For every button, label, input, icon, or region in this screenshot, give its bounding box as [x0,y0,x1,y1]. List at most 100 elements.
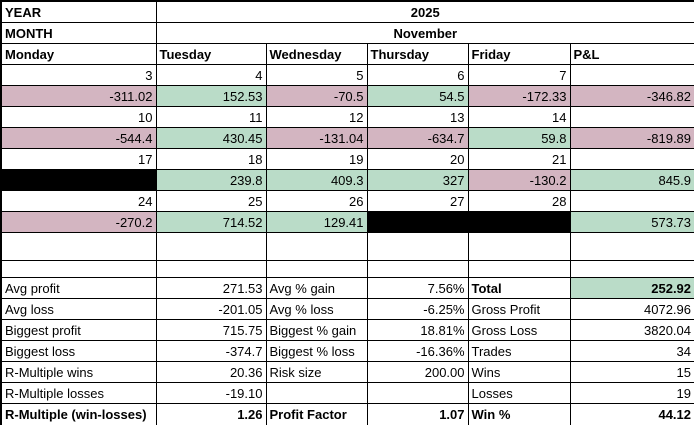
stat-value-cell[interactable]: 3820.04 [569,319,694,341]
stat-label-cell-total[interactable]: Total [467,277,571,299]
stat-value-cell[interactable]: -201.05 [155,298,267,320]
stat-label-cell[interactable]: Biggest % loss [265,340,368,362]
date-cell[interactable]: 10 [0,106,157,128]
stat-label-cell[interactable]: Wins [467,361,571,383]
daily-pnl-cell[interactable]: 129.41 [265,211,368,233]
daily-pnl-cell[interactable]: 239.8 [155,169,267,191]
stat-label-cell[interactable]: Biggest % gain [265,319,368,341]
empty-cell[interactable] [366,260,469,278]
empty-cell[interactable] [569,190,694,212]
stat-value-cell[interactable]: -16.36% [366,340,469,362]
stat-value-cell[interactable]: -19.10 [155,382,267,404]
day-header-friday[interactable]: Friday [467,43,571,65]
date-cell[interactable]: 13 [366,106,469,128]
stat-label-cell[interactable]: Gross Profit [467,298,571,320]
date-cell[interactable]: 7 [467,64,571,86]
stat-label-cell[interactable]: Win % [467,403,571,425]
empty-cell[interactable] [0,232,157,261]
day-header-pnl[interactable]: P&L [569,43,694,65]
empty-cell[interactable] [467,260,571,278]
daily-pnl-cell[interactable]: 714.52 [155,211,267,233]
blocked-cell[interactable] [0,169,157,191]
date-cell[interactable]: 27 [366,190,469,212]
stat-value-cell[interactable]: 4072.96 [569,298,694,320]
empty-cell[interactable] [265,232,368,261]
stat-value-cell[interactable]: 19 [569,382,694,404]
daily-pnl-cell[interactable]: -270.2 [0,211,157,233]
weekly-pnl-cell[interactable]: -346.82 [569,85,694,107]
daily-pnl-cell[interactable]: 54.5 [366,85,469,107]
stat-value-cell[interactable]: 20.36 [155,361,267,383]
date-cell[interactable]: 3 [0,64,157,86]
daily-pnl-cell[interactable]: -131.04 [265,127,368,149]
empty-cell[interactable] [569,148,694,170]
date-cell[interactable]: 25 [155,190,267,212]
daily-pnl-cell[interactable]: -311.02 [0,85,157,107]
date-cell[interactable]: 19 [265,148,368,170]
month-label-cell[interactable]: MONTH [0,22,157,44]
daily-pnl-cell[interactable]: 409.3 [265,169,368,191]
stat-label-cell[interactable]: Gross Loss [467,319,571,341]
date-cell[interactable]: 12 [265,106,368,128]
date-cell[interactable]: 5 [265,64,368,86]
date-cell[interactable]: 21 [467,148,571,170]
blocked-cell[interactable] [366,211,571,233]
stat-label-cell[interactable]: Trades [467,340,571,362]
stat-value-cell[interactable]: 271.53 [155,277,267,299]
empty-cell[interactable] [467,232,571,261]
stat-value-cell[interactable]: -374.7 [155,340,267,362]
stat-label-cell[interactable]: R-Multiple wins [0,361,157,383]
day-header-wednesday[interactable]: Wednesday [265,43,368,65]
stat-label-cell[interactable]: Biggest loss [0,340,157,362]
stat-value-cell[interactable]: 44.12 [569,403,694,425]
daily-pnl-cell[interactable]: -70.5 [265,85,368,107]
date-cell[interactable]: 14 [467,106,571,128]
date-cell[interactable]: 11 [155,106,267,128]
stat-label-cell[interactable]: Profit Factor [265,403,368,425]
date-cell[interactable]: 6 [366,64,469,86]
weekly-pnl-cell[interactable]: -819.89 [569,127,694,149]
daily-pnl-cell[interactable]: 327 [366,169,469,191]
day-header-tuesday[interactable]: Tuesday [155,43,267,65]
daily-pnl-cell[interactable]: -544.4 [0,127,157,149]
stat-value-cell[interactable]: 1.26 [155,403,267,425]
stat-value-cell[interactable]: 18.81% [366,319,469,341]
empty-cell[interactable] [569,64,694,86]
stat-value-cell[interactable]: 200.00 [366,361,469,383]
stat-value-cell-total[interactable]: 252.92 [569,277,694,299]
empty-cell[interactable] [569,232,694,261]
year-label-cell[interactable]: YEAR [0,0,157,23]
date-cell[interactable]: 26 [265,190,368,212]
date-cell[interactable]: 24 [0,190,157,212]
empty-cell[interactable] [0,260,157,278]
stat-label-cell[interactable]: Avg % gain [265,277,368,299]
stat-value-cell[interactable]: 1.07 [366,403,469,425]
stat-label-cell[interactable]: R-Multiple (win-losses) [0,403,157,425]
stat-label-cell[interactable]: Avg profit [0,277,157,299]
stat-value-cell[interactable]: 715.75 [155,319,267,341]
stat-label-cell[interactable]: Biggest profit [0,319,157,341]
date-cell[interactable]: 18 [155,148,267,170]
daily-pnl-cell[interactable]: -634.7 [366,127,469,149]
stat-label-cell[interactable]: Avg % loss [265,298,368,320]
empty-cell[interactable] [155,260,267,278]
empty-cell[interactable] [265,260,368,278]
empty-cell[interactable] [366,232,469,261]
daily-pnl-cell[interactable]: -130.2 [467,169,571,191]
empty-cell[interactable] [569,106,694,128]
date-cell[interactable]: 28 [467,190,571,212]
stat-label-cell[interactable]: Avg loss [0,298,157,320]
date-cell[interactable]: 4 [155,64,267,86]
stat-label-cell[interactable]: Risk size [265,361,368,383]
stat-label-cell[interactable]: R-Multiple losses [0,382,157,404]
stat-value-cell[interactable]: 15 [569,361,694,383]
stat-value-cell[interactable]: 7.56% [366,277,469,299]
date-cell[interactable]: 17 [0,148,157,170]
stat-value-cell[interactable]: -6.25% [366,298,469,320]
empty-cell[interactable] [569,260,694,278]
stat-value-cell[interactable]: 34 [569,340,694,362]
stat-label-cell[interactable]: Losses [467,382,571,404]
weekly-pnl-cell[interactable]: 845.9 [569,169,694,191]
stat-label-cell[interactable] [265,382,368,404]
stat-value-cell[interactable] [366,382,469,404]
